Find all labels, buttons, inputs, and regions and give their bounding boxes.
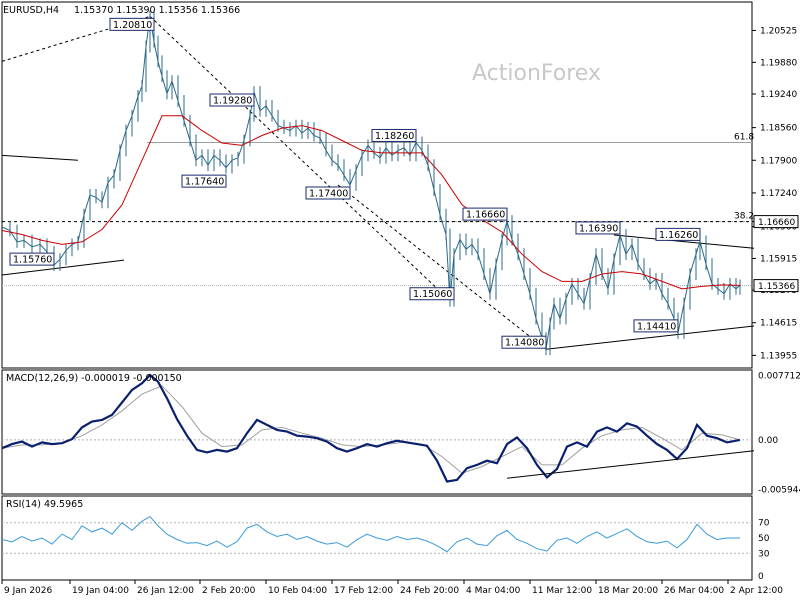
price-annotation-box [305,186,351,200]
macd-y-tick-label: 0.007712 [758,372,800,382]
price-annotation-box [655,227,701,241]
price-annotation-label: 1.17640 [185,177,224,188]
macd-y-tick-label: 0.00 [758,436,778,446]
x-tick-label: 17 Feb 12:00 [334,586,393,596]
x-tick-label: 10 Feb 04:00 [268,586,327,596]
price-panel: 1.20525 1.19880 1.19240 1.18560 1.17900 1.172… [1,1,799,369]
watermark: ActionForex [472,61,601,86]
x-tick-label: 4 Mar 04:00 [466,586,521,596]
x-tick-label: 11 Mar 12:00 [532,586,592,596]
macd-panel-frame [1,369,753,495]
rsi-panel: 70 50 30 0 [1,495,770,582]
price-annotation-label: 1.16390 [579,223,618,234]
price-annotation-box [501,335,547,349]
price-annotation-box [109,17,155,31]
current-price-label: 1.15366 [758,282,795,292]
rsi-y-tick-label: 30 [758,549,770,559]
trend-line [1,259,125,276]
price-annotation-box [371,128,417,142]
price-annotation-label: 1.15060 [413,289,452,300]
level-label: 1.16660 [758,218,795,228]
fib-level-label: 38.2 [734,212,754,222]
level-box [753,215,799,229]
rsi-title: RSI(14) 49.5965 [6,499,83,510]
x-tick-label: 2 Feb 20:00 [202,586,256,596]
macd-line [1,373,741,483]
price-y-tick-label: 1.17900 [760,156,797,166]
price-y-tick-label: 1.20525 [760,26,797,36]
x-tick-label: 26 Jan 12:00 [137,586,194,596]
x-tick-label: 9 Jan 2026 [4,586,52,596]
price-annotation-box [575,221,621,235]
price-y-tick-label: 1.13955 [760,351,797,361]
macd-panel: 0.007712 0.00 -0.005944 [1,369,800,495]
price-y-tick-label: 1.18560 [760,124,797,134]
price-annotation-box [633,319,679,333]
rsi-line [1,515,740,553]
price-annotation-label: 1.16260 [659,230,698,241]
x-tick-label: 26 Mar 04:00 [664,586,724,596]
rsi-y-tick-label: 50 [758,534,770,544]
chart-title: EURUSD,H4 [3,5,59,16]
trend-line [545,325,755,350]
price-annotation-label: 1.18260 [375,131,414,142]
price-annotation-box [409,287,455,301]
x-tick-label: 24 Feb 20:00 [400,586,459,596]
macd-y-tick-label: -0.005944 [758,485,800,495]
price-y-tick-label: 1.17240 [760,189,797,199]
price-y-tick-label: 1.19880 [760,58,797,68]
price-y-tick-label: 1.15915 [760,254,797,264]
price-y-tick-label: 1.19240 [760,90,797,100]
price-annotation-box [462,207,508,221]
price-y-tick-label: 1.14615 [760,319,797,329]
current-price-box [753,279,799,293]
x-axis: 9 Jan 2026 19 Jan 04:00 26 Jan 12:00 2 Feb … [1,580,783,596]
price-panel-frame [1,1,753,369]
trend-line [337,184,547,350]
x-tick-label: 2 Apr 12:00 [730,586,783,596]
price-annotation-label: 1.15760 [13,255,52,266]
price-annotation-box [9,252,55,266]
price-annotation-label: 1.19280 [213,96,252,107]
fib-level-label: 61.8 [734,132,754,142]
rsi-y-tick-label: 70 [758,519,770,529]
macd-signal-line [1,385,741,474]
macd-title: MACD(12,26,9) -0.000019 -0.000150 [6,373,182,384]
moving-average-line [1,115,741,290]
price-annotation-label: 1.16660 [466,210,505,221]
price-annotation-label: 1.17400 [309,189,348,200]
trend-line [613,234,755,249]
price-annotation-box [181,174,227,188]
price-line [1,16,741,352]
x-tick-label: 18 Mar 20:00 [598,586,658,596]
rsi-panel-frame [1,495,753,581]
ohlc-readout: 1.15370 1.15390 1.15356 1.15366 [74,5,240,16]
price-annotation-box [209,93,255,107]
trend-line [149,15,451,302]
rsi-y-tick-label: 0 [758,572,764,582]
price-annotation-label: 1.14410 [637,321,676,332]
trend-line [1,154,79,161]
x-tick-label: 19 Jan 04:00 [72,586,129,596]
price-annotation-label: 1.20810 [113,20,152,31]
price-annotation-label: 1.14080 [505,338,544,349]
macd-trend-line [506,450,755,479]
